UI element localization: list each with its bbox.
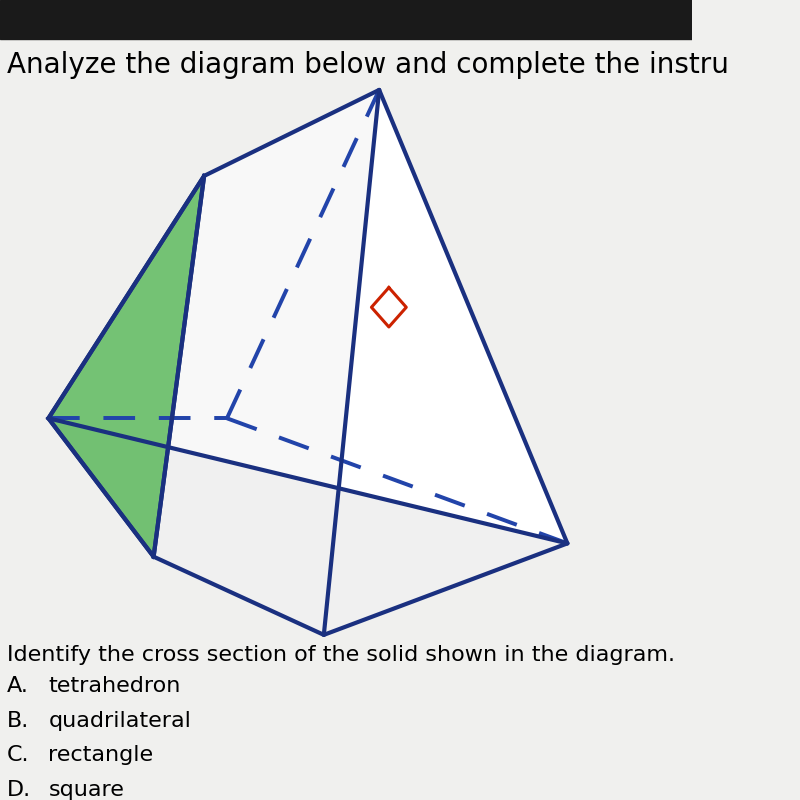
Text: quadrilateral: quadrilateral (49, 710, 191, 730)
Polygon shape (49, 418, 567, 635)
Text: Analyze the diagram below and complete the instru: Analyze the diagram below and complete t… (7, 51, 729, 79)
Polygon shape (49, 90, 567, 543)
Text: tetrahedron: tetrahedron (49, 676, 181, 696)
Text: rectangle: rectangle (49, 745, 154, 765)
Polygon shape (324, 90, 567, 635)
Text: B.: B. (7, 710, 29, 730)
Polygon shape (154, 90, 379, 635)
Text: A.: A. (7, 676, 29, 696)
Text: square: square (49, 779, 124, 799)
Polygon shape (49, 176, 204, 557)
Polygon shape (0, 0, 692, 39)
Text: D.: D. (7, 779, 31, 799)
Text: C.: C. (7, 745, 30, 765)
Text: Identify the cross section of the solid shown in the diagram.: Identify the cross section of the solid … (7, 645, 675, 665)
